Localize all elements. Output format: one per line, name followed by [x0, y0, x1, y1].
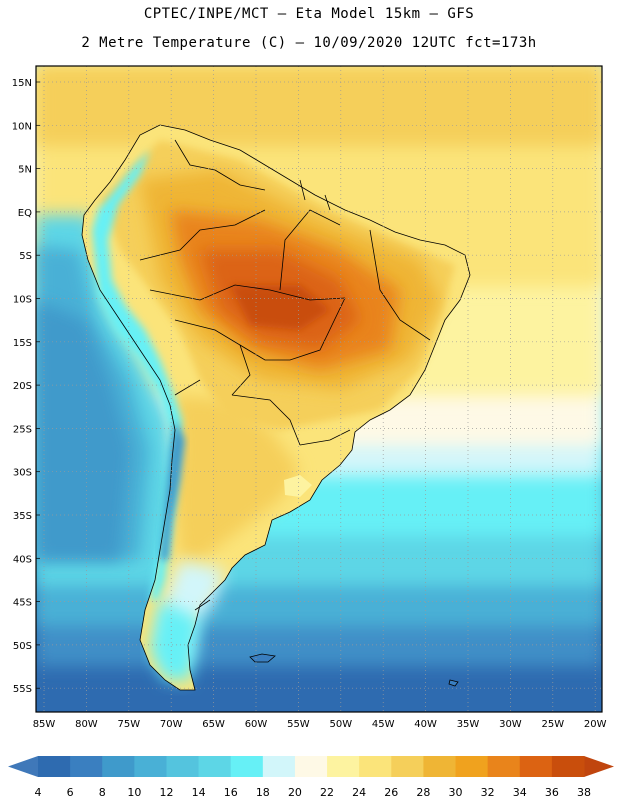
colorbar-swatch — [423, 756, 457, 777]
lon-label-20w: 20W — [584, 719, 607, 730]
colorbar-swatch — [134, 756, 167, 777]
lat-label-10n: 10N — [12, 121, 32, 132]
colorbar-swatch — [487, 756, 521, 777]
colorbar-label-22: 22 — [320, 786, 334, 799]
lon-label-65w: 65W — [202, 719, 225, 730]
lat-label-5n: 5N — [18, 165, 32, 176]
colorbar-label-38: 38 — [577, 786, 591, 799]
lat-label-30s: 30S — [13, 468, 32, 479]
lon-label-80w: 80W — [75, 719, 98, 730]
colorbar-label-8: 8 — [99, 786, 106, 799]
lat-label-35s: 35S — [13, 511, 32, 522]
colorbar-swatch — [102, 756, 135, 777]
colorbar-swatch — [359, 756, 392, 777]
lat-label-10s: 10S — [13, 295, 32, 306]
colorbar-swatch — [198, 756, 232, 777]
colorbar-low-arrow — [8, 756, 38, 777]
colorbar-swatch — [230, 756, 264, 777]
islands — [249, 653, 459, 687]
lon-label-75w: 75W — [117, 719, 140, 730]
colorbar-swatch — [391, 756, 424, 777]
colorbar-label-26: 26 — [384, 786, 398, 799]
lon-label-40w: 40W — [414, 719, 437, 730]
colorbar-swatch — [166, 756, 200, 777]
lat-label-15s: 15S — [13, 338, 32, 349]
lon-label-30w: 30W — [499, 719, 522, 730]
colorbar-swatch — [262, 756, 296, 777]
lon-label-85w: 85W — [33, 719, 56, 730]
colorbar-label-14: 14 — [192, 786, 206, 799]
lat-label-55s: 55S — [13, 684, 32, 695]
lat-label-25s: 25S — [13, 424, 32, 435]
colorbar-label-10: 10 — [127, 786, 141, 799]
colorbar-high-arrow — [584, 756, 614, 777]
lat-label-40s: 40S — [13, 554, 32, 565]
lat-label-5s: 5S — [19, 251, 32, 262]
lat-label-eq: EQ — [18, 208, 32, 219]
lon-label-55w: 55W — [287, 719, 310, 730]
longitude-labels: 85W 80W 75W 70W 65W 60W 55W 50W 45W 40W 35W 30W 25W 2… — [33, 719, 607, 730]
colorbar-swatch — [294, 756, 328, 777]
colorbar-swatch — [38, 756, 71, 777]
title-line-1: CPTEC/INPE/MCT – Eta Model 15km – GFS — [143, 6, 475, 22]
colorbar-label-4: 4 — [35, 786, 42, 799]
lat-label-15n: 15N — [12, 78, 32, 89]
lat-label-50s: 50S — [13, 641, 32, 652]
latitude-labels: 15N 10N 5N EQ 5S 10S 15S 20S 25S 30S 35S 40S 45S 50S 5… — [12, 78, 32, 695]
colorbar-label-12: 12 — [159, 786, 173, 799]
lon-label-45w: 45W — [372, 719, 395, 730]
colorbar-swatch — [519, 756, 553, 777]
lon-label-50w: 50W — [329, 719, 352, 730]
colorbar: 4 6 8 10 12 14 16 18 20 22 24 26 28 30 32 34 36 38 — [8, 756, 614, 799]
country-borders — [81, 124, 471, 691]
map-frame — [35, 65, 603, 713]
colorbar-label-30: 30 — [449, 786, 463, 799]
lat-label-20s: 20S — [13, 381, 32, 392]
colorbar-label-20: 20 — [288, 786, 302, 799]
continent — [82, 125, 470, 690]
colorbar-label-16: 16 — [224, 786, 238, 799]
colorbar-swatch — [551, 756, 585, 777]
colorbar-swatch — [70, 756, 103, 777]
colorbar-label-28: 28 — [416, 786, 430, 799]
colorbar-label-24: 24 — [352, 786, 366, 799]
lon-label-70w: 70W — [160, 719, 183, 730]
colorbar-label-6: 6 — [67, 786, 74, 799]
lon-label-35w: 35W — [457, 719, 480, 730]
colorbar-swatch — [455, 756, 489, 777]
colorbar-label-34: 34 — [513, 786, 527, 799]
colorbar-label-32: 32 — [481, 786, 495, 799]
colorbar-label-18: 18 — [256, 786, 270, 799]
lat-lon-grid — [36, 66, 602, 712]
colorbar-swatch — [327, 756, 360, 777]
lon-label-25w: 25W — [541, 719, 564, 730]
lon-label-60w: 60W — [245, 719, 268, 730]
title-line-2: 2 Metre Temperature (C) – 10/09/2020 12U… — [81, 35, 537, 51]
lat-label-45s: 45S — [13, 598, 32, 609]
colorbar-label-36: 36 — [545, 786, 559, 799]
